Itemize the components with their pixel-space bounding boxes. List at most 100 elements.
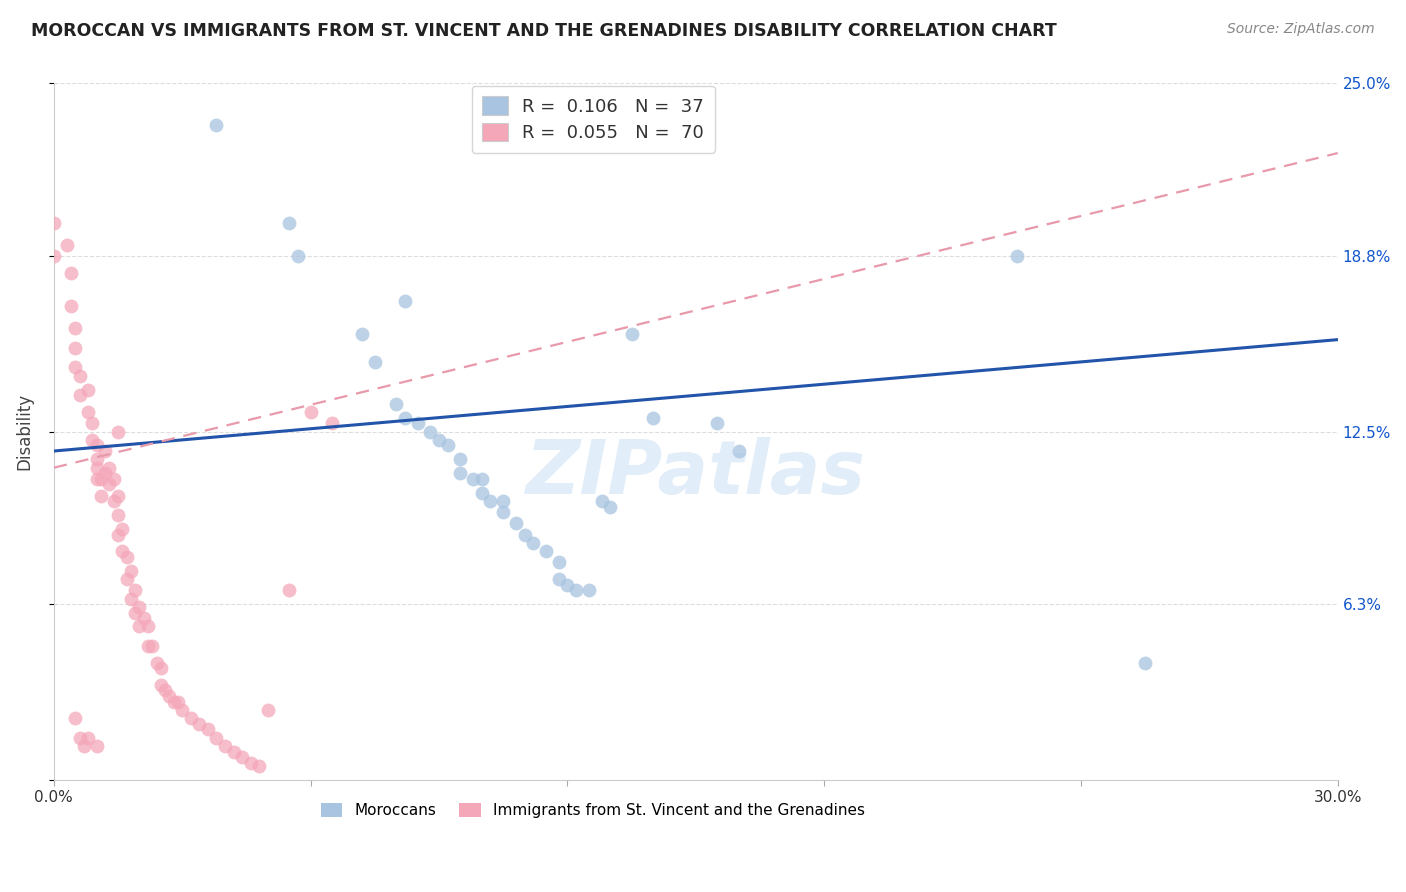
Point — [69, 731, 91, 745]
Point — [82, 416, 104, 430]
Point — [436, 438, 458, 452]
Point — [86, 452, 108, 467]
Point — [115, 549, 138, 564]
Point — [256, 703, 278, 717]
Text: MOROCCAN VS IMMIGRANTS FROM ST. VINCENT AND THE GRENADINES DISABILITY CORRELATIO: MOROCCAN VS IMMIGRANTS FROM ST. VINCENT … — [31, 22, 1057, 40]
Point — [77, 731, 100, 745]
Point — [59, 299, 82, 313]
Point — [65, 711, 87, 725]
Point — [278, 583, 301, 598]
Legend: Moroccans, Immigrants from St. Vincent and the Grenadines: Moroccans, Immigrants from St. Vincent a… — [315, 797, 872, 824]
Point — [120, 564, 142, 578]
Point — [1133, 656, 1156, 670]
Point — [534, 544, 557, 558]
Point — [492, 494, 515, 508]
Point — [86, 739, 108, 754]
Point — [479, 494, 502, 508]
Point — [132, 611, 155, 625]
Point — [136, 619, 159, 633]
Point — [180, 711, 202, 725]
Y-axis label: Disability: Disability — [15, 393, 32, 470]
Point — [69, 368, 91, 383]
Point — [59, 266, 82, 280]
Point — [287, 249, 309, 263]
Point — [247, 758, 270, 772]
Point — [120, 591, 142, 606]
Point — [231, 750, 253, 764]
Point — [115, 572, 138, 586]
Point — [73, 739, 96, 754]
Point — [107, 425, 129, 439]
Point — [90, 489, 112, 503]
Point — [505, 516, 527, 531]
Point — [86, 460, 108, 475]
Point — [136, 639, 159, 653]
Point — [557, 577, 579, 591]
Point — [77, 383, 100, 397]
Point — [172, 703, 194, 717]
Point — [591, 494, 613, 508]
Point — [188, 717, 211, 731]
Point — [427, 433, 450, 447]
Point — [167, 695, 190, 709]
Point — [107, 508, 129, 522]
Point — [364, 355, 387, 369]
Point — [239, 756, 262, 770]
Point — [163, 695, 186, 709]
Point — [77, 405, 100, 419]
Point — [145, 656, 167, 670]
Point — [222, 745, 245, 759]
Point — [599, 500, 621, 514]
Point — [1005, 249, 1028, 263]
Point — [153, 683, 176, 698]
Point — [463, 472, 485, 486]
Point — [321, 416, 343, 430]
Point — [620, 327, 643, 342]
Point — [394, 410, 416, 425]
Point — [55, 238, 77, 252]
Point — [128, 619, 150, 633]
Point — [141, 639, 163, 653]
Point — [385, 397, 408, 411]
Point — [522, 536, 544, 550]
Text: ZIPatlas: ZIPatlas — [526, 437, 866, 510]
Point — [214, 739, 236, 754]
Point — [547, 572, 569, 586]
Point — [65, 321, 87, 335]
Point — [565, 583, 588, 598]
Point — [513, 527, 536, 541]
Point — [107, 527, 129, 541]
Point — [299, 405, 322, 419]
Point — [492, 505, 515, 519]
Point — [641, 410, 664, 425]
Point — [42, 249, 65, 263]
Point — [111, 544, 134, 558]
Point — [94, 467, 117, 481]
Point — [65, 341, 87, 355]
Point — [103, 472, 125, 486]
Point — [42, 216, 65, 230]
Point — [547, 555, 569, 569]
Text: Source: ZipAtlas.com: Source: ZipAtlas.com — [1227, 22, 1375, 37]
Point — [86, 472, 108, 486]
Point — [98, 477, 121, 491]
Point — [98, 460, 121, 475]
Point — [449, 467, 471, 481]
Point — [157, 689, 180, 703]
Point — [394, 293, 416, 308]
Point — [406, 416, 429, 430]
Point — [205, 731, 228, 745]
Point — [471, 485, 494, 500]
Point — [124, 606, 146, 620]
Point — [103, 494, 125, 508]
Point — [471, 472, 494, 486]
Point — [350, 327, 373, 342]
Point — [449, 452, 471, 467]
Point — [94, 444, 117, 458]
Point — [727, 444, 749, 458]
Point — [65, 360, 87, 375]
Point — [124, 583, 146, 598]
Point — [149, 661, 172, 675]
Point — [578, 583, 600, 598]
Point — [706, 416, 728, 430]
